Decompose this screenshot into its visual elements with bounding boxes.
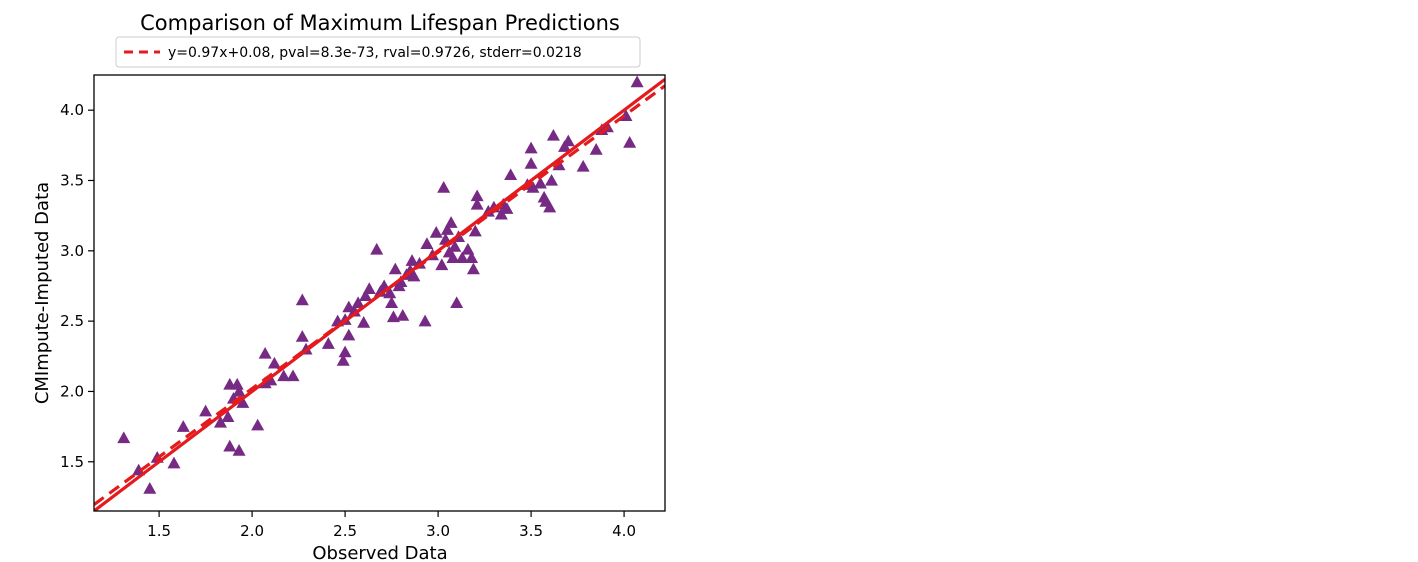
data-point bbox=[524, 141, 538, 154]
data-point bbox=[466, 262, 480, 275]
data-point bbox=[468, 224, 482, 237]
data-point bbox=[383, 286, 397, 299]
y-tick-label: 3.5 bbox=[60, 171, 84, 189]
data-point bbox=[338, 345, 352, 358]
data-point bbox=[455, 251, 469, 264]
data-point bbox=[470, 189, 484, 202]
data-point bbox=[589, 143, 603, 155]
data-point bbox=[504, 168, 518, 181]
y-axis: 1.5 2.0 2.5 3.0 3.5 4.0 bbox=[60, 101, 94, 471]
data-point bbox=[429, 226, 443, 238]
data-point bbox=[342, 328, 356, 341]
data-point bbox=[405, 254, 419, 266]
y-tick-label: 3.0 bbox=[60, 242, 84, 260]
data-point bbox=[232, 384, 246, 397]
data-point bbox=[543, 200, 557, 213]
data-point bbox=[437, 181, 451, 193]
identity-line bbox=[94, 77, 665, 511]
legend-box bbox=[115, 36, 641, 68]
data-point bbox=[213, 415, 227, 428]
data-point bbox=[465, 251, 479, 264]
data-point bbox=[295, 293, 309, 306]
data-point bbox=[357, 316, 371, 328]
data-point bbox=[440, 223, 454, 235]
chart-title: Comparison of Maximum Lifespan Predictio… bbox=[140, 11, 620, 35]
data-point bbox=[500, 202, 514, 214]
y-tick-label: 2.5 bbox=[60, 312, 84, 330]
data-point bbox=[461, 242, 475, 255]
x-axis-label: Observed Data bbox=[312, 543, 447, 562]
fit-line bbox=[94, 84, 665, 506]
data-point bbox=[223, 439, 237, 452]
plot-area bbox=[94, 75, 665, 511]
data-point bbox=[295, 330, 309, 342]
data-point bbox=[277, 369, 291, 382]
data-point bbox=[286, 369, 300, 382]
data-point bbox=[230, 377, 244, 390]
data-point bbox=[407, 269, 421, 282]
data-point bbox=[117, 431, 131, 444]
data-point bbox=[450, 296, 464, 309]
data-point bbox=[386, 310, 400, 323]
data-point bbox=[221, 410, 235, 422]
x-axis: 1.5 2.0 2.5 3.0 3.5 4.0 bbox=[147, 511, 636, 540]
data-point bbox=[524, 157, 538, 169]
x-tick-label: 3.5 bbox=[519, 522, 543, 540]
data-point bbox=[167, 456, 181, 469]
data-point bbox=[336, 354, 350, 366]
data-point bbox=[251, 418, 265, 431]
x-tick-label: 3.0 bbox=[426, 522, 450, 540]
data-point bbox=[199, 404, 213, 417]
data-point bbox=[132, 463, 146, 476]
data-point bbox=[370, 242, 384, 255]
data-point bbox=[576, 159, 590, 172]
y-tick-label: 2.0 bbox=[60, 382, 84, 400]
data-point bbox=[533, 176, 547, 189]
data-point bbox=[435, 258, 449, 271]
data-point bbox=[258, 346, 272, 359]
data-point bbox=[623, 136, 637, 148]
x-tick-label: 4.0 bbox=[612, 522, 636, 540]
data-point bbox=[176, 420, 190, 432]
data-point bbox=[561, 134, 575, 147]
data-point bbox=[143, 481, 157, 494]
data-point bbox=[448, 240, 462, 252]
data-point bbox=[232, 444, 246, 456]
y-tick-label: 1.5 bbox=[60, 453, 84, 471]
data-point bbox=[267, 356, 281, 369]
data-point bbox=[396, 309, 410, 321]
data-point bbox=[418, 314, 432, 327]
axes-frame bbox=[93, 74, 666, 512]
legend: y=0.97x+0.08, pval=8.3e-73, rval=0.9726,… bbox=[115, 36, 641, 68]
data-point bbox=[359, 289, 373, 302]
data-point bbox=[444, 216, 458, 228]
y-axis-label: CMImpute-Imputed Data bbox=[32, 182, 53, 404]
x-tick-label: 2.5 bbox=[333, 522, 357, 540]
data-point bbox=[351, 296, 365, 309]
data-point bbox=[630, 75, 644, 88]
data-point bbox=[420, 237, 434, 249]
y-tick-label: 4.0 bbox=[60, 101, 84, 119]
x-tick-label: 2.0 bbox=[240, 522, 264, 540]
data-point bbox=[446, 251, 460, 264]
data-point bbox=[470, 197, 484, 210]
x-tick-label: 1.5 bbox=[147, 522, 171, 540]
data-point bbox=[362, 282, 376, 294]
data-point bbox=[321, 337, 335, 349]
data-point bbox=[385, 296, 399, 309]
data-point bbox=[264, 373, 278, 386]
data-point bbox=[546, 128, 560, 141]
data-point bbox=[545, 173, 559, 186]
data-point bbox=[388, 262, 402, 275]
data-point bbox=[394, 275, 408, 287]
legend-label: y=0.97x+0.08, pval=8.3e-73, rval=0.9726,… bbox=[168, 45, 582, 61]
data-point bbox=[236, 396, 250, 408]
data-point bbox=[526, 181, 540, 193]
